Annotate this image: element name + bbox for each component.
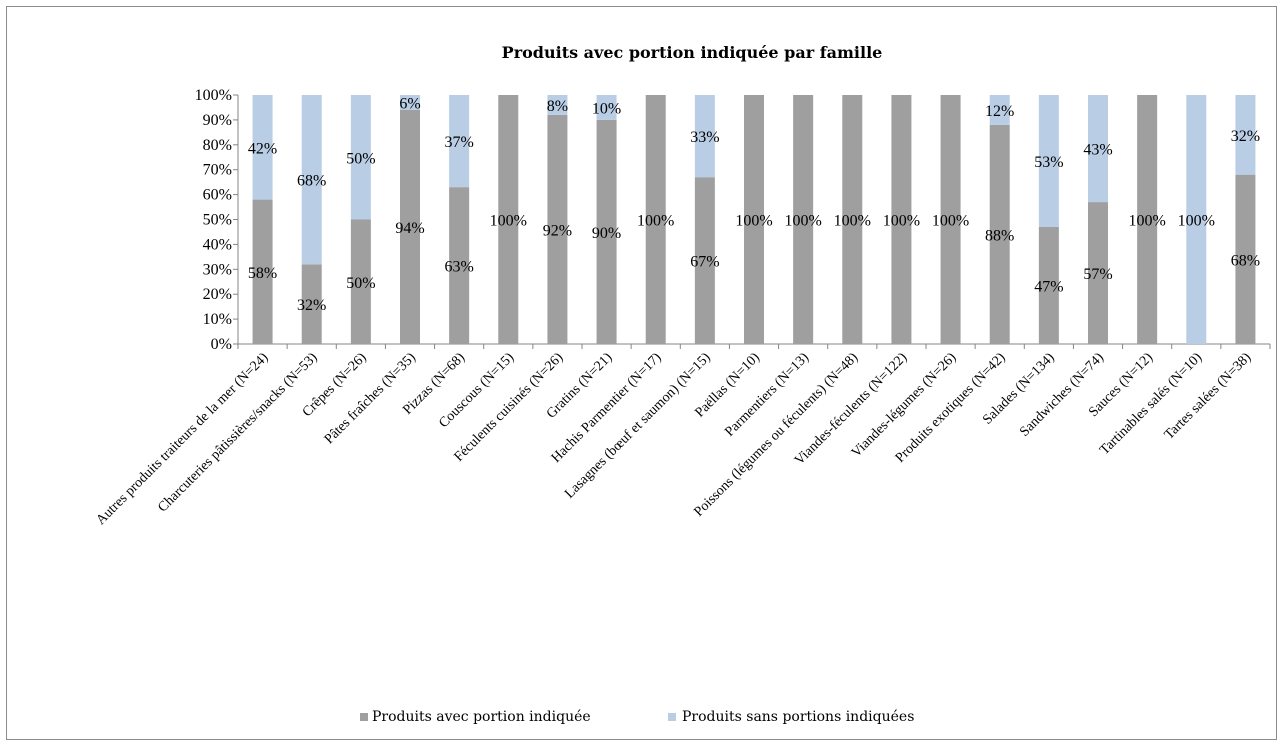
data-label-without-portion: 42% (248, 140, 277, 157)
bar-without-portion (596, 95, 617, 120)
bar-with-portion (449, 187, 470, 344)
data-label-without-portion: 53% (1034, 154, 1063, 171)
data-label-without-portion: 43% (1083, 142, 1112, 159)
bar-with-portion (1038, 226, 1059, 344)
data-label-with-portion: 88% (985, 227, 1014, 244)
data-label-with-portion: 100% (883, 213, 920, 230)
chart-title: Produits avec portion indiquée par famil… (502, 43, 883, 62)
bar-with-portion (252, 199, 273, 344)
bar-with-portion (596, 119, 617, 345)
bar-with-portion (1088, 202, 1108, 344)
bar-without-portion (547, 95, 568, 115)
data-label-with-portion: 100% (1128, 213, 1165, 230)
bar-with-portion (694, 177, 715, 344)
data-label-without-portion: 10% (592, 100, 621, 117)
y-tick-label: 60% (203, 187, 232, 204)
legend-swatch-with-portion (360, 713, 368, 721)
data-label-with-portion: 32% (297, 297, 326, 314)
x-tick-label: Tartes salées (N=38) (1162, 350, 1255, 443)
bar-with-portion (891, 95, 912, 344)
data-label-with-portion: 92% (543, 222, 572, 239)
bar-without-portion (1038, 95, 1059, 227)
bar-without-portion (1186, 95, 1207, 344)
data-label-with-portion: 68% (1231, 252, 1260, 269)
bar-without-portion (400, 95, 420, 110)
bar-with-portion (1235, 174, 1256, 344)
data-label-without-portion: 8% (547, 98, 568, 115)
data-label-with-portion: 100% (834, 213, 871, 230)
y-tick-label: 80% (203, 137, 232, 154)
bar-with-portion (842, 95, 863, 344)
bar-without-portion (449, 95, 470, 188)
data-label-without-portion: 6% (399, 95, 420, 112)
data-label-with-portion: 58% (248, 265, 277, 282)
plot-area: 0% 10% 20% 30% 40% 50% 60% 70% 80% 90% 100% 58% 42% A… (94, 87, 1271, 528)
bar-without-portion (301, 95, 322, 265)
x-tick-label: Parmentiers (N=13) (722, 350, 812, 440)
data-label-without-portion: 33% (690, 129, 719, 146)
bar-with-portion (1137, 95, 1158, 344)
bar-without-portion (1088, 95, 1108, 203)
y-tick-label: 70% (203, 162, 232, 179)
legend-swatch-without-portion (668, 713, 676, 721)
bar-with-portion (645, 95, 666, 344)
y-tick-label: 50% (203, 212, 232, 229)
data-label-with-portion: 50% (346, 275, 375, 292)
y-tick-label: 10% (203, 311, 232, 328)
data-label-with-portion: 100% (637, 213, 674, 230)
bar-with-portion (301, 264, 322, 344)
bar-without-portion (252, 95, 273, 200)
data-label-with-portion: 100% (735, 213, 772, 230)
data-label-without-portion: 50% (346, 150, 375, 167)
data-label-with-portion: 47% (1034, 278, 1063, 295)
data-label-without-portion: 100% (1178, 213, 1215, 230)
y-tick-label: 30% (203, 261, 232, 278)
data-label-with-portion: 67% (690, 254, 719, 271)
x-tick-label: Autres produits traiteurs de la mer (N=2… (94, 350, 272, 528)
data-label-without-portion: 32% (1231, 128, 1260, 145)
chart-frame (6, 6, 1277, 740)
data-label-with-portion: 63% (444, 259, 473, 276)
bar-with-portion (744, 95, 764, 344)
bar-with-portion (400, 109, 420, 344)
data-label-with-portion: 94% (395, 220, 424, 237)
data-label-without-portion: 37% (444, 134, 473, 151)
data-label-with-portion: 90% (592, 225, 621, 242)
data-label-without-portion: 12% (985, 103, 1014, 120)
bar-with-portion (793, 95, 814, 344)
bar-with-portion (498, 95, 519, 344)
bar-with-portion (547, 114, 568, 344)
data-label-with-portion: 100% (784, 213, 821, 230)
legend: Produits avec portion indiquée Produits … (360, 709, 914, 725)
y-tick-label: 90% (203, 112, 232, 129)
bar-without-portion (989, 95, 1010, 125)
y-tick-label: 0% (211, 336, 232, 353)
bar-without-portion (694, 95, 715, 178)
bar-without-portion (1235, 95, 1256, 175)
x-tick-label: Pâtes fraîches (N=35) (322, 350, 419, 447)
legend-label-with-portion: Produits avec portion indiquée (372, 709, 591, 725)
bar-with-portion (940, 95, 961, 344)
bar-without-portion (350, 95, 371, 220)
data-label-with-portion: 100% (932, 213, 969, 230)
y-tick-label: 20% (203, 286, 232, 303)
data-label-without-portion: 68% (297, 173, 326, 190)
legend-label-without-portion: Produits sans portions indiquées (682, 709, 914, 725)
x-tick-label: Sandwiches (N=74) (1017, 350, 1107, 440)
bar-with-portion (350, 219, 371, 344)
y-tick-label: 100% (195, 87, 232, 104)
bar-with-portion (989, 124, 1010, 344)
y-tick-label: 40% (203, 236, 232, 253)
data-label-with-portion: 100% (490, 213, 527, 230)
data-label-with-portion: 57% (1083, 266, 1112, 283)
